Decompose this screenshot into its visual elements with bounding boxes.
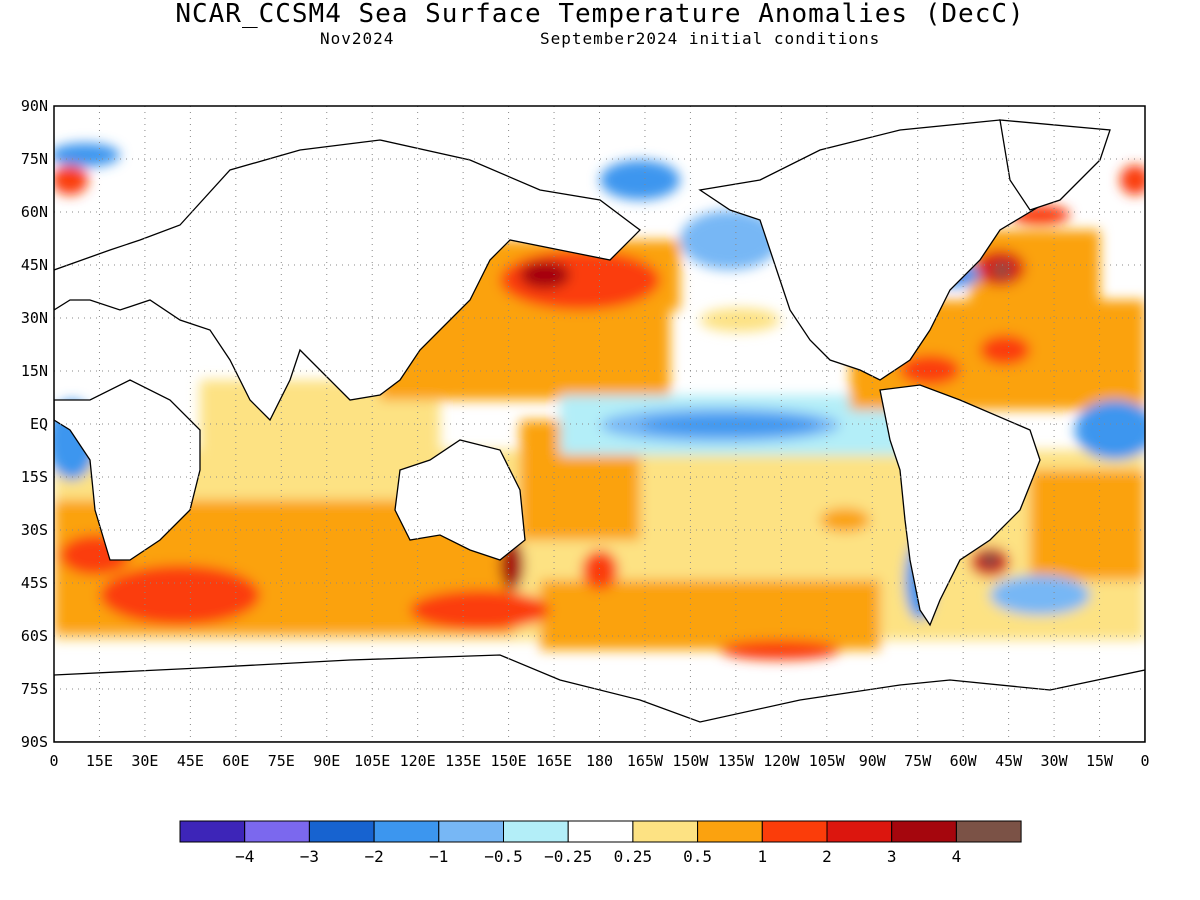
colorbar-swatch (826, 820, 893, 843)
colorbar-label: 3 (887, 847, 897, 866)
lon-label: 90W (859, 752, 887, 770)
lat-label: 15S (21, 468, 48, 486)
colorbar-label: −0.5 (484, 847, 523, 866)
initial-conditions: September2024 initial conditions (540, 29, 881, 48)
lon-label: 60W (950, 752, 978, 770)
colorbar-label: −3 (300, 847, 319, 866)
colorbar-label: 0.25 (614, 847, 653, 866)
colorbar-swatch (438, 820, 504, 843)
lon-label: 165W (627, 752, 664, 770)
lat-label: EQ (30, 415, 48, 433)
colorbar-swatch (308, 820, 375, 843)
lon-label: 15E (86, 752, 113, 770)
lon-label: 30W (1041, 752, 1069, 770)
lat-label: 15N (21, 362, 48, 380)
longitude-labels: 0 15E 30E 45E 60E 75E 90E 105E 120E 135E 150E 165E 1… (49, 752, 1149, 770)
lon-label: 90E (313, 752, 340, 770)
lat-label: 60N (21, 203, 48, 221)
colorbar-swatch (244, 820, 310, 843)
colorbar-swatch (503, 820, 569, 843)
colorbar-label: 4 (952, 847, 962, 866)
colorbar: −4 −3 −2 −1 −0.5 −0.25 0.25 0.5 1 2 3 4 (179, 820, 1022, 866)
colorbar-swatch (891, 820, 957, 843)
lon-label: 165E (536, 752, 572, 770)
colorbar-swatch (373, 820, 440, 843)
colorbar-label: −2 (364, 847, 383, 866)
lon-label: 135W (718, 752, 755, 770)
colorbar-label: −4 (235, 847, 254, 866)
lon-label: 45W (995, 752, 1023, 770)
forecast-month: Nov2024 (320, 29, 395, 48)
colorbar-label: −0.25 (544, 847, 592, 866)
lat-label: 90N (21, 97, 48, 115)
colorbar-label: 1 (757, 847, 767, 866)
lon-label: 75E (268, 752, 295, 770)
land-masses (54, 119, 1145, 742)
colorbar-swatch (697, 820, 763, 843)
lat-label: 75S (21, 680, 48, 698)
colorbar-swatch (632, 820, 699, 843)
map-frame (53, 105, 1146, 743)
lon-label: 105E (354, 752, 390, 770)
lon-label: 0 (1140, 752, 1149, 770)
lon-label: 150W (672, 752, 709, 770)
colorbar-label: 2 (822, 847, 832, 866)
lon-label: 30E (131, 752, 158, 770)
lon-label: 180 (586, 752, 613, 770)
lat-label: 90S (21, 733, 48, 751)
lat-label: 45N (21, 256, 48, 274)
colorbar-swatch (567, 820, 634, 843)
colorbar-swatch (179, 820, 246, 843)
lon-label: 105W (809, 752, 846, 770)
lon-label: 75W (904, 752, 932, 770)
colorbar-label: −1 (429, 847, 448, 866)
lon-label: 120E (400, 752, 436, 770)
lon-label: 60E (222, 752, 249, 770)
lon-label: 135E (445, 752, 481, 770)
lat-label: 30N (21, 309, 48, 327)
lat-label: 45S (21, 574, 48, 592)
map-title: NCAR_CCSM4 Sea Surface Temperature Anoma… (175, 0, 1025, 29)
colorbar-swatch (955, 820, 1022, 843)
grid-lines (54, 106, 1145, 742)
lat-label: 75N (21, 150, 48, 168)
lon-label: 120W (763, 752, 800, 770)
lat-label: 60S (21, 627, 48, 645)
lon-label: 150E (491, 752, 527, 770)
latitude-labels: 90N 75N 60N 45N 30N 15N EQ 15S 30S 45S 60S 75S 90S (21, 97, 48, 751)
lon-label: 15W (1086, 752, 1114, 770)
lat-label: 30S (21, 521, 48, 539)
colorbar-label: 0.5 (683, 847, 712, 866)
lon-label: 45E (177, 752, 204, 770)
lon-label: 0 (49, 752, 58, 770)
colorbar-swatch (761, 820, 828, 843)
